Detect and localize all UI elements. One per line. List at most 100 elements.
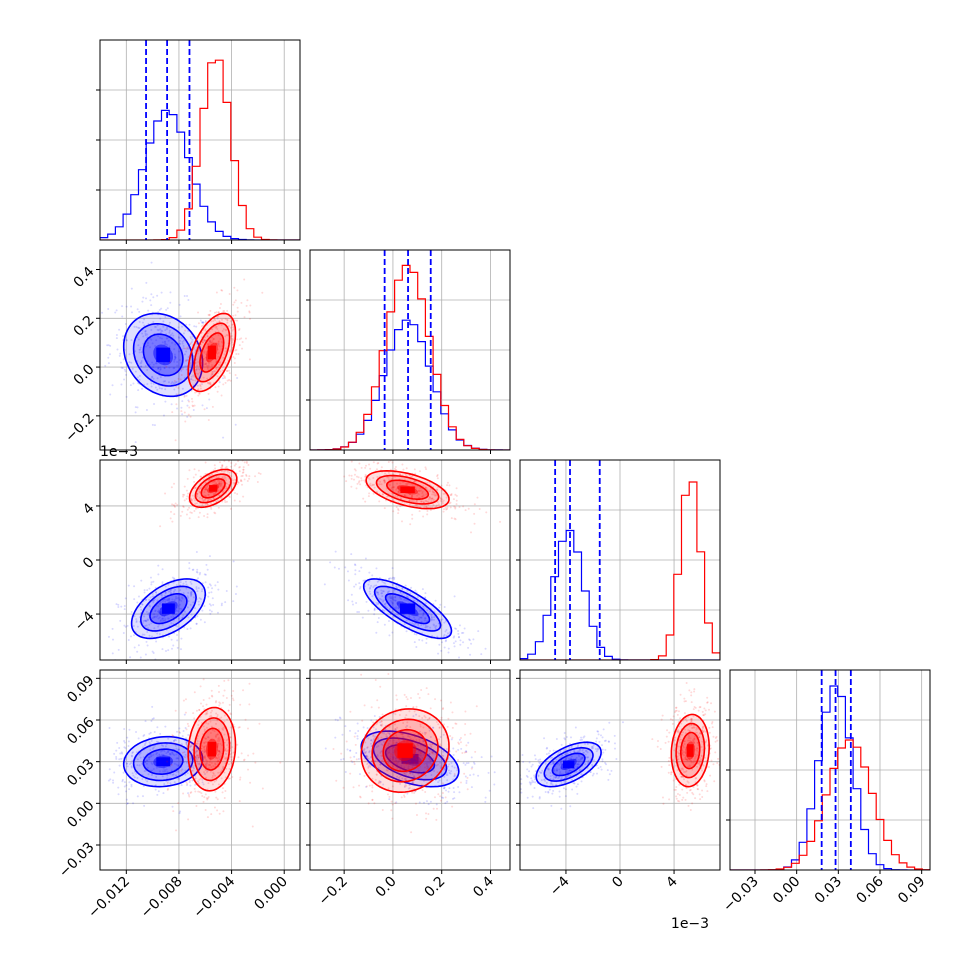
red-sample-point: [215, 291, 218, 294]
red-sample-point: [388, 725, 391, 728]
blue-sample-point: [570, 769, 573, 772]
red-sample-point: [378, 483, 381, 486]
blue-sample-point: [203, 751, 206, 754]
blue-sample-point: [225, 589, 228, 592]
blue-sample-point: [465, 781, 468, 784]
red-sample-point: [242, 495, 245, 498]
blue-sample-point: [389, 597, 392, 600]
red-sample-point: [203, 491, 206, 494]
blue-sample-point: [450, 770, 453, 773]
blue-sample-point: [447, 647, 450, 650]
blue-sample-point: [84, 751, 86, 753]
blue-sample-point: [393, 576, 396, 579]
red-sample-point: [342, 786, 345, 789]
red-sample-point: [425, 731, 428, 734]
red-sample-point: [244, 337, 247, 340]
blue-sample-point: [144, 778, 147, 781]
red-sample-point: [359, 483, 362, 486]
red-sample-point: [205, 703, 208, 706]
blue-sample-point: [130, 361, 133, 364]
blue-sample-point: [158, 753, 161, 756]
blue-sample-point: [216, 581, 219, 584]
blue-sample-point: [150, 304, 153, 307]
red-sample-point: [239, 457, 241, 459]
blue-sample-point: [172, 367, 175, 370]
blue-sample-point: [391, 597, 394, 600]
blue-sample-point: [376, 591, 379, 594]
red-sample-point: [377, 782, 380, 785]
blue-sample-point: [164, 600, 167, 603]
blue-sample-point: [104, 364, 107, 367]
blue-sample-point: [152, 767, 155, 770]
red-sample-point: [466, 788, 469, 791]
red-sample-point: [381, 493, 384, 496]
red-sample-point: [159, 525, 162, 528]
blue-sample-point: [162, 325, 165, 328]
red-sample-point: [186, 495, 189, 498]
red-sample-point: [436, 475, 439, 478]
blue-sample-point: [168, 597, 171, 600]
blue-sample-point: [552, 762, 555, 765]
red-sample-point: [377, 781, 380, 784]
blue-sample-point: [144, 598, 147, 601]
red-sample-point: [710, 702, 713, 705]
red-sample-point: [353, 473, 356, 476]
blue-sample-point: [205, 762, 208, 765]
red-sample-point: [710, 759, 713, 762]
blue-sample-point: [429, 626, 432, 629]
blue-sample-point: [413, 616, 416, 619]
red-sample-point: [703, 707, 706, 710]
red-sample-point: [455, 494, 458, 497]
blue-sample-point: [158, 308, 161, 311]
red-sample-point: [221, 464, 224, 467]
blue-sample-point: [152, 296, 155, 299]
blue-sample-point: [180, 369, 183, 372]
blue-sample-point: [563, 748, 566, 751]
blue-sample-point: [115, 755, 118, 758]
blue-sample-point: [135, 751, 138, 754]
red-sample-point: [387, 479, 390, 482]
red-sample-point: [214, 319, 217, 322]
blue-sample-point: [392, 756, 395, 759]
blue-sample-point: [155, 362, 158, 365]
blue-sample-point: [143, 324, 146, 327]
blue-sample-point: [161, 600, 164, 603]
red-sample-point: [207, 796, 210, 799]
red-peak: [400, 486, 415, 494]
red-sample-point: [413, 468, 416, 471]
blue-sample-point: [539, 771, 542, 774]
red-sample-point: [190, 754, 193, 757]
blue-sample-point: [377, 617, 380, 620]
red-sample-point: [203, 750, 206, 753]
blue-contour: [373, 585, 442, 632]
red-sample-point: [242, 468, 245, 471]
blue-sample-point: [442, 787, 445, 790]
blue-sample-point: [446, 800, 449, 803]
blue-sample-point: [442, 796, 445, 799]
red-sample-point: [459, 741, 462, 744]
blue-sample-point: [156, 377, 159, 380]
red-sample-point: [689, 788, 692, 791]
blue-sample-point: [177, 748, 180, 751]
red-sample-point: [373, 802, 376, 805]
blue-sample-point: [200, 590, 203, 593]
blue-sample-point: [160, 329, 163, 332]
red-sample-point: [216, 479, 219, 482]
red-sample-point: [389, 755, 392, 758]
blue-sample-point: [164, 329, 167, 332]
red-sample-point: [211, 695, 214, 698]
red-sample-point: [206, 712, 209, 715]
red-sample-point: [467, 507, 470, 510]
red-sample-point: [198, 392, 201, 395]
blue-sample-point: [136, 625, 139, 628]
red-sample-point: [218, 480, 221, 483]
blue-sample-point: [189, 378, 192, 381]
red-sample-point: [366, 763, 369, 766]
blue-sample-point: [135, 731, 138, 734]
red-sample-point: [680, 775, 683, 778]
blue-sample-point: [397, 761, 400, 764]
blue-sample-point: [153, 627, 156, 630]
blue-sample-point: [212, 370, 215, 373]
red-sample-point: [368, 484, 371, 487]
